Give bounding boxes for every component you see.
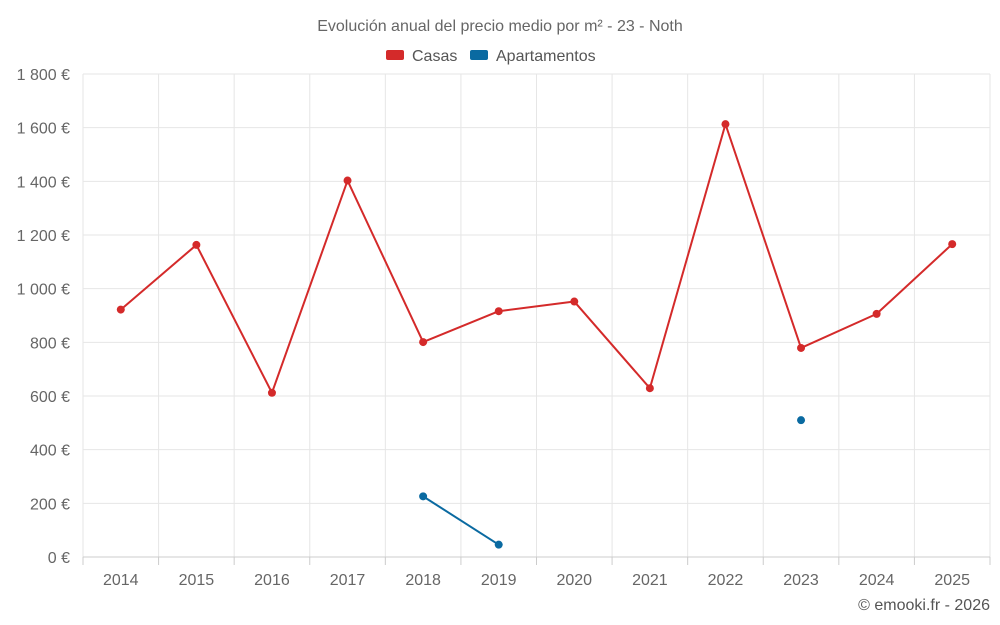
x-tick-label: 2023 — [783, 572, 819, 589]
x-tick-label: 2015 — [179, 572, 215, 589]
data-point[interactable] — [343, 176, 352, 185]
legend-swatch-casas — [386, 50, 404, 60]
x-tick-label: 2017 — [330, 572, 366, 589]
data-point[interactable] — [948, 240, 957, 249]
grid — [82, 73, 991, 557]
data-point[interactable] — [570, 297, 579, 306]
legend-label-casas: Casas — [412, 48, 457, 65]
y-tick-label: 1 200 € — [17, 228, 70, 245]
y-tick-label: 1 800 € — [17, 67, 70, 84]
data-point[interactable] — [797, 343, 806, 352]
data-point[interactable] — [645, 384, 654, 393]
x-tick-label: 2014 — [103, 572, 139, 589]
data-point[interactable] — [721, 120, 730, 129]
legend-item-apartamentos[interactable]: Apartamentos — [470, 48, 596, 65]
legend-item-casas[interactable]: Casas — [386, 48, 457, 65]
x-tick-label: 2020 — [556, 572, 592, 589]
y-tick-label: 1 000 € — [17, 282, 70, 299]
data-point[interactable] — [419, 492, 428, 501]
x-tick-label: 2021 — [632, 572, 668, 589]
x-tick-label: 2018 — [405, 572, 441, 589]
data-point[interactable] — [419, 338, 428, 347]
y-tick-label: 1 600 € — [17, 121, 70, 138]
axes: 0 € 200 € 400 € 600 € 800 € 1 000 € 1 200 € 1 4… — [17, 67, 991, 589]
credit-text: © emooki.fr - 2026 — [858, 597, 990, 614]
data-point[interactable] — [494, 307, 503, 316]
y-tick-label: 600 € — [30, 389, 70, 406]
data-point[interactable] — [872, 309, 881, 318]
x-tick-label: 2016 — [254, 572, 290, 589]
x-tick-label: 2022 — [708, 572, 744, 589]
series-line — [120, 123, 953, 394]
series-line — [422, 495, 500, 546]
series-apartamentos — [419, 416, 806, 549]
x-tick-label: 2024 — [859, 572, 895, 589]
y-tick-label: 0 € — [48, 550, 70, 567]
legend[interactable]: Casas Apartamentos — [386, 48, 596, 65]
data-point[interactable] — [116, 305, 125, 314]
series — [116, 120, 957, 549]
x-tick-label: 2019 — [481, 572, 517, 589]
data-point[interactable] — [797, 416, 806, 425]
series-casas — [116, 120, 957, 397]
legend-label-apartamentos: Apartamentos — [496, 48, 596, 65]
chart-title: Evolución anual del precio medio por m² … — [317, 18, 683, 35]
y-tick-label: 400 € — [30, 443, 70, 460]
data-point[interactable] — [192, 240, 201, 249]
data-point[interactable] — [494, 540, 503, 549]
legend-swatch-apartamentos — [470, 50, 488, 60]
y-tick-label: 1 400 € — [17, 174, 70, 191]
y-tick-label: 800 € — [30, 335, 70, 352]
y-tick-label: 200 € — [30, 496, 70, 513]
x-tick-label: 2025 — [934, 572, 970, 589]
data-point[interactable] — [267, 388, 276, 397]
